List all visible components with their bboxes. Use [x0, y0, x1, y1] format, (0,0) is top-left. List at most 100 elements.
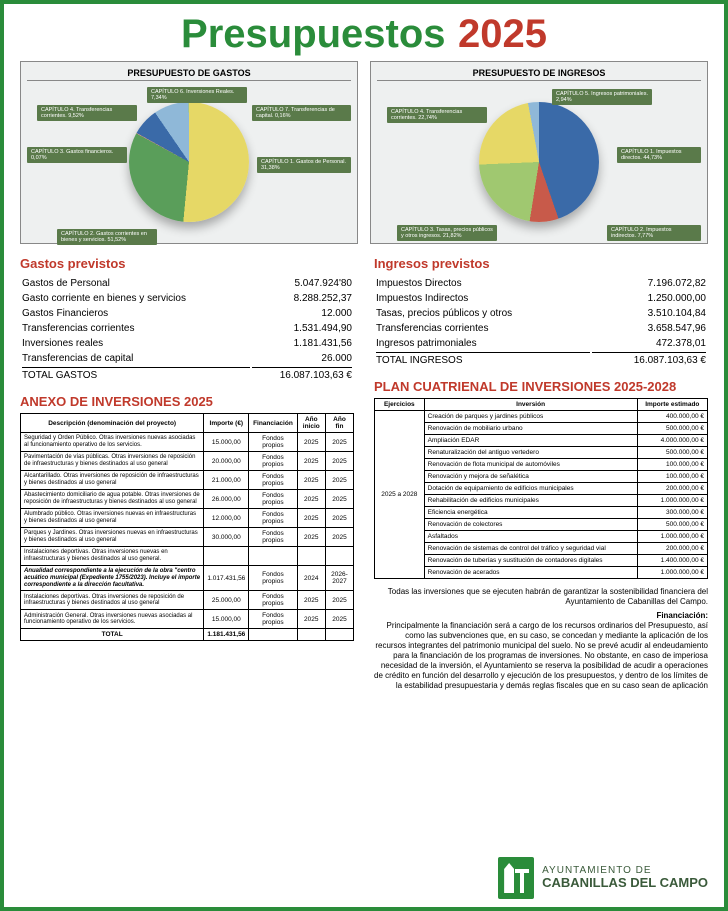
table-cell: 2025	[325, 471, 353, 490]
table-cell: Fondos propios	[249, 490, 297, 509]
budget-label: Gasto corriente en bienes y servicios	[22, 292, 250, 305]
table-cell: Dotación de equipamiento de edificios mu…	[424, 483, 637, 495]
budget-label: Transferencias corrientes	[22, 322, 250, 335]
budget-label: Ingresos patrimoniales	[376, 337, 590, 350]
budget-label: Transferencias de capital	[22, 352, 250, 365]
table-header: Descripción (denominación del proyecto)	[21, 414, 204, 433]
table-cell: 2025	[297, 528, 325, 547]
ingresos-pie: CAPÍTULO 1. Impuestos directos. 44,73%CA…	[377, 87, 701, 237]
table-cell: 4.000.000,00 €	[637, 435, 707, 447]
financiacion-body: Principalmente la financiación será a ca…	[374, 621, 708, 691]
table-cell: Instalaciones deportivas. Otras inversio…	[21, 547, 204, 566]
table-cell: Asfaltados	[424, 531, 637, 543]
table-cell: Renovación de flota municipal de automóv…	[424, 459, 637, 471]
table-cell: Anualidad correspondiente a la ejecución…	[21, 565, 204, 591]
table-cell	[297, 547, 325, 566]
table-cell: 30.000,00	[204, 528, 249, 547]
plan-heading: PLAN CUATRIENAL DE INVERSIONES 2025-2028	[374, 379, 708, 394]
table-cell: 2025	[325, 509, 353, 528]
table-header: Inversión	[424, 399, 637, 411]
pie-slice-label: CAPÍTULO 5. Ingresos patrimoniales. 2,94…	[552, 89, 652, 105]
plan-period: 2025 a 2028	[375, 411, 425, 579]
budget-total-label: TOTAL GASTOS	[22, 367, 250, 382]
table-cell: Instalaciones deportivas. Otras inversio…	[21, 591, 204, 610]
pie-slice-label: CAPÍTULO 2. Gastos corrientes en bienes …	[57, 229, 157, 245]
charts-row: PRESUPUESTO DE GASTOS CAPÍTULO 2. Gastos…	[4, 61, 724, 244]
budget-amount: 12.000	[252, 307, 352, 320]
table-cell: 2025	[325, 452, 353, 471]
table-cell: Eficiencia energética	[424, 507, 637, 519]
table-cell: 1.000.000,00 €	[637, 531, 707, 543]
footer-text: AYUNTAMIENTO DE CABANILLAS DEL CAMPO	[542, 866, 708, 890]
table-header: Importe estimado	[637, 399, 707, 411]
table-cell: 100.000,00 €	[637, 459, 707, 471]
budget-label: Inversiones reales	[22, 337, 250, 350]
table-cell: Fondos propios	[249, 528, 297, 547]
anexo-table: Descripción (denominación del proyecto)I…	[20, 413, 354, 641]
table-cell: Renovación y mejora de señalética	[424, 471, 637, 483]
table-cell: Creación de parques y jardines públicos	[424, 411, 637, 423]
table-cell: Alcantarillado. Otras inversiones de rep…	[21, 471, 204, 490]
table-cell: Renovación de tuberías y sustitución de …	[424, 555, 637, 567]
table-header: Año inicio	[297, 414, 325, 433]
table-cell: 2025	[325, 490, 353, 509]
table-cell: 12.000,00	[204, 509, 249, 528]
table-cell: Renovación de sistemas de control del tr…	[424, 543, 637, 555]
budget-label: Transferencias corrientes	[376, 322, 590, 335]
pie-slice-label: CAPÍTULO 6. Inversiones Reales. 7,34%	[147, 87, 247, 103]
table-cell	[325, 547, 353, 566]
table-cell: Ampliación EDAR	[424, 435, 637, 447]
table-cell: Seguridad y Orden Público. Otras inversi…	[21, 433, 204, 452]
table-cell: 2024	[297, 565, 325, 591]
ingresos-chart-title: PRESUPUESTO DE INGRESOS	[377, 68, 701, 81]
table-cell: Alumbrado público. Otras inversiones nue…	[21, 509, 204, 528]
table-cell: Rehabilitación de edificios municipales	[424, 495, 637, 507]
table-cell: 400.000,00 €	[637, 411, 707, 423]
table-cell: 2025	[297, 452, 325, 471]
budget-amount: 3.510.104,84	[592, 307, 706, 320]
budget-amount: 3.658.547,96	[592, 322, 706, 335]
table-cell: 1.017.431,56	[204, 565, 249, 591]
table-cell: Abastecimiento domiciliario de agua pota…	[21, 490, 204, 509]
pie-slice-label: CAPÍTULO 3. Gastos financieros. 0,07%	[27, 147, 127, 163]
budget-label: Gastos de Personal	[22, 277, 250, 290]
table-cell	[249, 547, 297, 566]
pie-slice-label: CAPÍTULO 3. Tasas, precios públicos y ot…	[397, 225, 497, 241]
table-cell: 1.000.000,00 €	[637, 495, 707, 507]
table-cell: 2025	[325, 610, 353, 629]
table-cell: Fondos propios	[249, 433, 297, 452]
table-header: Año fin	[325, 414, 353, 433]
table-cell: Fondos propios	[249, 452, 297, 471]
gastos-heading: Gastos previstos	[20, 256, 354, 271]
table-cell: 1.400.000,00 €	[637, 555, 707, 567]
table-cell: Fondos propios	[249, 591, 297, 610]
budget-label: Gastos Financieros	[22, 307, 250, 320]
table-cell: 2025	[297, 509, 325, 528]
table-header: Importe (€)	[204, 414, 249, 433]
table-cell: 2026-2027	[325, 565, 353, 591]
table-cell: 200.000,00 €	[637, 543, 707, 555]
footer-line2: CABANILLAS DEL CAMPO	[542, 876, 708, 890]
ingresos-col: Ingresos previstos Impuestos Directos7.1…	[374, 250, 708, 691]
table-cell: Renovación de colectores	[424, 519, 637, 531]
note-line1: Todas las inversiones que se ejecuten ha…	[374, 587, 708, 607]
page-title: Presupuestos 2025	[4, 4, 724, 61]
table-total-amount: 1.181.431,56	[204, 629, 249, 641]
table-header: Ejercicios	[375, 399, 425, 411]
budget-amount: 26.000	[252, 352, 352, 365]
table-cell: 2025	[297, 471, 325, 490]
table-cell: 300.000,00 €	[637, 507, 707, 519]
title-word1: Presupuestos	[181, 12, 446, 56]
pie-slice-label: CAPÍTULO 4. Transferencias corrientes. 9…	[37, 105, 137, 121]
table-cell: Renaturalización del antiguo vertedero	[424, 447, 637, 459]
budget-label: Impuestos Indirectos	[376, 292, 590, 305]
note-block: Todas las inversiones que se ejecuten ha…	[374, 587, 708, 691]
table-cell: Fondos propios	[249, 610, 297, 629]
table-cell: Parques y Jardines. Otras inversiones nu…	[21, 528, 204, 547]
table-cell: 500.000,00 €	[637, 519, 707, 531]
budget-amount: 8.288.252,37	[252, 292, 352, 305]
table-cell: 2025	[297, 591, 325, 610]
table-cell: 2025	[325, 591, 353, 610]
pie-slice-label: CAPÍTULO 1. Gastos de Personal. 31,38%	[257, 157, 351, 173]
budget-amount: 472.378,01	[592, 337, 706, 350]
